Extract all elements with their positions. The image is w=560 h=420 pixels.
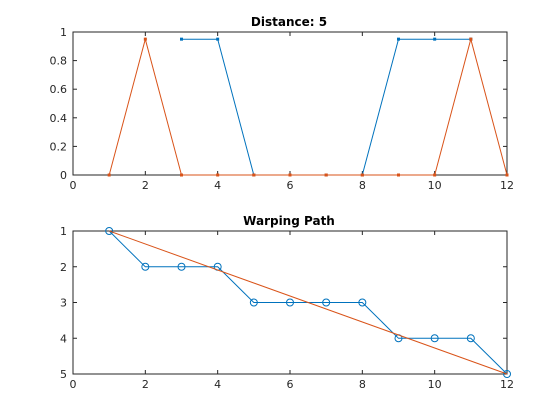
series-2-point — [360, 173, 364, 177]
series-1-point — [105, 227, 114, 235]
y-tick-label: 2 — [60, 261, 67, 274]
x-tick-label: 4 — [214, 179, 221, 192]
series-1-point — [397, 37, 400, 41]
series-2-point — [469, 37, 473, 41]
y-tick-label: 1 — [60, 26, 67, 39]
series-1-point — [141, 262, 150, 271]
series-2-point — [216, 173, 220, 177]
x-tick-label: 8 — [359, 378, 366, 391]
warping-path-chart-title: Warping Path — [243, 214, 335, 228]
series-2-line — [108, 37, 508, 176]
series-2-point — [505, 173, 509, 177]
y-tick-label: 0 — [60, 169, 67, 182]
distance-chart-title: Distance: 5 — [251, 15, 327, 29]
distance-chart: Distance: 5 0 2 4 6 8 10 12 0 0.2 0.4 0.6 0.8 1 — [50, 15, 515, 192]
series-1-point — [177, 262, 186, 271]
x-tick-label: 0 — [70, 179, 77, 192]
series-2-point — [324, 173, 328, 177]
x-tick-label: 8 — [359, 179, 366, 192]
y-tick-label: 1 — [60, 225, 67, 238]
series-2-point — [288, 173, 292, 177]
series-1-point — [358, 298, 367, 307]
y-tick-label: 0.4 — [50, 112, 68, 125]
series-2-point — [433, 173, 437, 177]
series-1-point — [430, 334, 439, 343]
x-tick-label: 10 — [428, 378, 442, 391]
series-1-point — [180, 37, 183, 41]
series-2-point — [397, 173, 400, 177]
x-tick-label: 6 — [287, 179, 294, 192]
series-1-point — [433, 37, 437, 41]
y-tick-label: 5 — [60, 368, 67, 381]
y-tick-label: 0.8 — [50, 55, 68, 68]
x-tick-label: 6 — [287, 378, 294, 391]
y-tick-label: 0.6 — [50, 83, 68, 96]
y-tick-label: 4 — [60, 332, 67, 345]
x-tick-label: 12 — [500, 378, 514, 391]
series-1-point — [503, 370, 511, 378]
y-tick-label: 0.2 — [50, 140, 68, 153]
series-1-point — [216, 37, 220, 41]
series-1-point — [466, 334, 475, 343]
series-2-line — [109, 230, 508, 375]
series-2-point — [107, 173, 111, 177]
series-1-point — [322, 298, 331, 307]
x-tick-label: 12 — [500, 179, 514, 192]
y-tick-label: 3 — [60, 297, 67, 310]
x-tick-label: 10 — [428, 179, 442, 192]
series-1-point — [286, 298, 294, 307]
series-2-point — [180, 173, 183, 177]
x-tick-label: 2 — [142, 179, 149, 192]
x-tick-label: 4 — [214, 378, 221, 391]
series-2-point — [143, 37, 147, 41]
series-1-point — [249, 298, 258, 307]
x-tick-label: 0 — [70, 378, 77, 391]
x-tick-label: 2 — [142, 378, 149, 391]
series-2-point — [252, 173, 256, 177]
distance-plot-area: 0 2 4 6 8 10 12 0 0.2 0.4 0.6 0.8 1 — [50, 26, 515, 192]
